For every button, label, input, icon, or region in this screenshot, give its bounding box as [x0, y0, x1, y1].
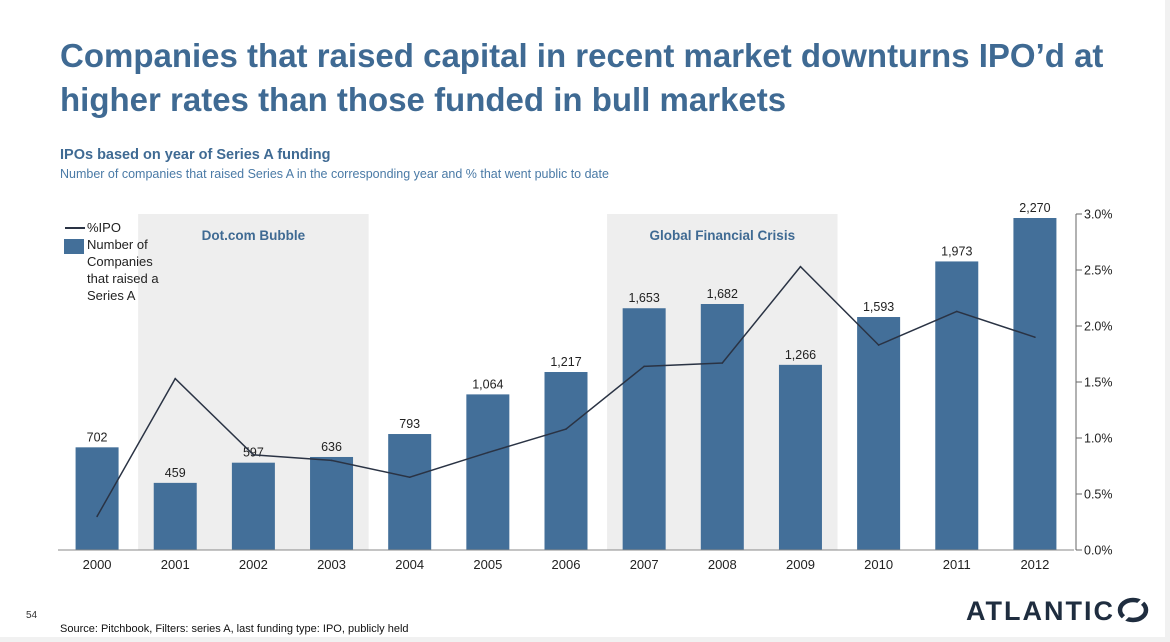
shaded-region-label-1: Global Financial Crisis — [650, 228, 796, 243]
bar-label-2006: 1,217 — [550, 355, 581, 369]
bar-2007 — [622, 308, 666, 550]
right-axis-label-4: 2.0% — [1084, 320, 1113, 334]
bar-label-2001: 459 — [165, 466, 186, 480]
legend-item-companies: Number of Companies that raised a Series… — [63, 236, 177, 304]
x-tick-2000: 2000 — [83, 557, 112, 572]
source-note: Source: Pitchbook, Filters: series A, la… — [60, 623, 409, 635]
ipo-point-2009 — [799, 265, 802, 268]
bar-2004 — [388, 434, 432, 550]
ipo-point-2010 — [877, 344, 880, 346]
bar-label-2003: 636 — [321, 440, 342, 454]
right-axis-label-0: 0.0% — [1084, 544, 1113, 558]
right-axis-label-3: 1.5% — [1084, 376, 1113, 390]
ipo-point-2002 — [252, 454, 255, 456]
ipo-point-2000 — [96, 515, 98, 518]
chart-legend: %IPO Number of Companies that raised a S… — [63, 219, 177, 304]
bar-2008 — [700, 303, 744, 550]
ipo-point-2004 — [408, 476, 411, 479]
bar-label-2009: 1,266 — [785, 348, 816, 362]
bar-label-2000: 702 — [87, 430, 108, 444]
bar-2009 — [778, 364, 822, 550]
bar-2006 — [544, 372, 588, 550]
x-tick-2003: 2003 — [317, 557, 346, 572]
bar-label-2005: 1,064 — [472, 377, 503, 391]
atlantic-logo: ATLANTIC — [966, 595, 1150, 627]
x-tick-2002: 2002 — [239, 557, 268, 572]
bar-2002 — [231, 462, 275, 550]
bar-2003 — [310, 456, 354, 550]
bar-2011 — [935, 261, 979, 550]
logo-text: ATLANTIC — [966, 596, 1115, 626]
frame-edge-bottom — [0, 637, 1170, 642]
ipo-point-2007 — [643, 365, 645, 368]
page-number: 54 — [26, 610, 38, 621]
x-tick-2001: 2001 — [161, 557, 190, 572]
legend-line-swatch — [65, 227, 85, 229]
x-tick-2006: 2006 — [552, 557, 581, 572]
ipo-point-2001 — [174, 377, 177, 380]
legend-bar-swatch — [64, 239, 84, 254]
x-tick-2011: 2011 — [943, 557, 971, 572]
bar-2001 — [153, 482, 197, 550]
x-tick-2009: 2009 — [786, 557, 815, 572]
x-tick-2010: 2010 — [864, 557, 893, 572]
ipo-point-2008 — [721, 362, 724, 364]
right-axis-label-6: 3.0% — [1084, 208, 1113, 222]
legend-label-companies: Number of Companies that raised a Series… — [87, 237, 159, 303]
bar-2000 — [75, 447, 119, 550]
ipo-point-2006 — [565, 428, 567, 430]
bar-label-2007: 1,653 — [629, 291, 660, 305]
bar-label-2010: 1,593 — [863, 300, 894, 314]
bar-label-2011: 1,973 — [941, 244, 972, 258]
x-tick-2005: 2005 — [473, 557, 502, 572]
x-tick-2008: 2008 — [708, 557, 737, 572]
bar-2012 — [1013, 218, 1057, 550]
chart-subtitle: IPOs based on year of Series A funding — [60, 147, 331, 163]
right-axis-label-2: 1.0% — [1084, 432, 1113, 446]
slide-title: Companies that raised capital in recent … — [60, 37, 1104, 118]
ipo-point-2003 — [330, 459, 333, 462]
ipo-point-2011 — [955, 310, 958, 313]
bar-2010 — [857, 317, 901, 550]
bar-label-2012: 2,270 — [1019, 201, 1050, 215]
bar-label-2008: 1,682 — [707, 287, 738, 301]
chart-caption: Number of companies that raised Series A… — [60, 167, 609, 181]
right-axis-label-1: 0.5% — [1084, 488, 1113, 502]
ipo-point-2012 — [1034, 336, 1036, 339]
shaded-region-label-0: Dot.com Bubble — [202, 228, 306, 243]
x-tick-2012: 2012 — [1020, 557, 1049, 572]
ipo-point-2005 — [487, 451, 489, 454]
bar-label-2004: 793 — [399, 417, 420, 431]
x-tick-2007: 2007 — [630, 557, 659, 572]
right-axis-label-5: 2.5% — [1084, 264, 1113, 278]
legend-item-ipo: %IPO — [63, 219, 177, 236]
logo-o-mark — [1117, 595, 1149, 625]
frame-edge-right — [1165, 0, 1170, 642]
legend-label-ipo: %IPO — [87, 220, 121, 235]
x-tick-2004: 2004 — [395, 557, 424, 572]
bar-2005 — [466, 394, 510, 550]
